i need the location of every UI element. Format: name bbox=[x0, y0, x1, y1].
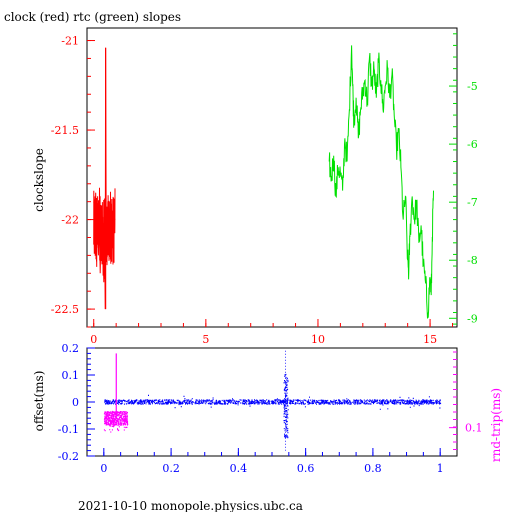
footer-label: 2021-10-10 monopole.physics.ubc.ca bbox=[78, 499, 303, 512]
x-tick-label: 0 bbox=[90, 333, 97, 346]
y-right-tick-label: -5 bbox=[467, 80, 478, 93]
clock-slope-series bbox=[93, 47, 116, 310]
x-tick-label: 5 bbox=[202, 333, 209, 346]
rndtrip-tick-label: 0.1 bbox=[465, 422, 483, 435]
rtc-slope-series bbox=[328, 45, 434, 319]
top-panel: -22.5 -22 -21.5 -21 -9 -8 -7 -6 -5 0 5 10 15 bbox=[51, 27, 478, 346]
y-axis-label-clockslope: clockslope bbox=[32, 148, 46, 212]
y-left-tick-label: -22 bbox=[61, 214, 79, 227]
offset-tick-label: 0.2 bbox=[62, 342, 80, 355]
bottom-x-tick-label: 0.6 bbox=[297, 462, 315, 475]
x-tick-label: 15 bbox=[423, 333, 437, 346]
y-axis-label-offset: offset(ms) bbox=[32, 371, 46, 432]
offset-tick-label: -0.1 bbox=[58, 423, 79, 436]
chart-title: clock (red) rtc (green) slopes bbox=[4, 10, 181, 24]
y-right-tick-label: -9 bbox=[467, 312, 478, 325]
offset-series bbox=[104, 373, 442, 439]
top-plot-frame bbox=[86, 27, 458, 328]
offset-tick-label: 0 bbox=[72, 396, 79, 409]
bottom-x-tick-label: 1 bbox=[437, 462, 444, 475]
y-right-tick-label: -6 bbox=[467, 138, 478, 151]
bottom-x-tick-label: 0.8 bbox=[364, 462, 382, 475]
x-tick-label: 10 bbox=[311, 333, 325, 346]
offset-tick-label: -0.2 bbox=[58, 450, 79, 463]
y-left-tick-label: -21 bbox=[61, 35, 79, 48]
y-left-tick-label: -21.5 bbox=[51, 124, 79, 137]
offset-tick-label: 0.1 bbox=[62, 369, 80, 382]
y-right-tick-label: -7 bbox=[467, 196, 478, 209]
y-right-tick-label: -8 bbox=[467, 254, 478, 267]
bottom-x-tick-label: 0.4 bbox=[230, 462, 248, 475]
bottom-x-tick-label: 0.2 bbox=[162, 462, 180, 475]
y-left-tick-label: -22.5 bbox=[51, 303, 79, 316]
bottom-x-tick-label: 0 bbox=[100, 462, 107, 475]
bottom-panel: 0.2 0.1 0 -0.1 -0.2 0 0.2 0.4 0.6 0.8 1 0.1 bbox=[58, 342, 483, 475]
y-axis-label-rndtrip: rnd-trip(ms) bbox=[489, 388, 503, 462]
